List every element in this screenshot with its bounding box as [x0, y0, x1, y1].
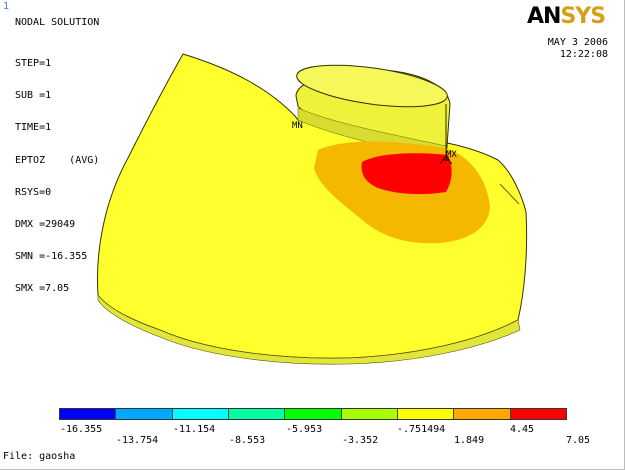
legend-band-6 — [341, 409, 398, 419]
legend-label-lower-4: 1.849 — [454, 435, 485, 446]
legend-band-5 — [285, 409, 342, 419]
info-smx: SMX =7.05 — [15, 283, 70, 295]
file-name-label: File: gaosha — [3, 451, 76, 462]
min-node-label: MN — [292, 121, 303, 131]
legend-band-4 — [228, 409, 286, 419]
legend-label-upper-4: -.751494 — [397, 424, 446, 435]
info-dmx: DMX =29049 — [15, 218, 76, 230]
ansys-logo: ANSYS — [527, 4, 606, 29]
date-text: MAY 3 2006 — [547, 37, 608, 48]
info-substep: SUB =1 — [15, 90, 52, 102]
legend-label-upper-5: 4.45 — [510, 424, 535, 435]
time-text: 12:22:08 — [559, 49, 608, 60]
legend-band-9 — [510, 409, 566, 419]
legend-label-upper-3: -5.953 — [286, 424, 323, 435]
info-smn: SMN =-16.355 — [15, 251, 88, 263]
cylinder-top — [296, 64, 448, 108]
plot-title: NODAL SOLUTION — [15, 17, 100, 28]
legend-label-lower-1: -13.754 — [116, 435, 159, 446]
legend-label-lower-3: -3.352 — [342, 435, 379, 446]
info-time: TIME=1 — [15, 122, 52, 134]
model-lower-band — [97, 294, 521, 365]
max-node-label: MX — [446, 150, 457, 160]
info-step: STEP=1 — [15, 58, 52, 69]
contour-model[interactable] — [0, 0, 625, 400]
legend-label-upper-1: -16.355 — [60, 424, 103, 435]
contour-red — [361, 153, 452, 195]
legend-band-2 — [116, 409, 173, 419]
legend-label-upper-2: -11.154 — [173, 424, 216, 435]
legend-label-lower-5: 7.05 — [566, 435, 591, 446]
max-marker-icon — [439, 155, 453, 165]
legend-band-7 — [397, 409, 455, 419]
legend-band-1 — [60, 409, 117, 419]
solution-info: STEP=1 SUB =1 TIME=1 EPTOZ (AVG) RSYS=0 … — [15, 38, 99, 317]
timestamp: MAY 3 2006 12:22:08 — [548, 37, 608, 61]
legend-label-lower-2: -8.553 — [229, 435, 266, 446]
window-number: 1 — [3, 1, 10, 12]
info-rsys: RSYS=0 — [15, 186, 52, 198]
legend-band-8 — [454, 409, 511, 419]
legend-band-3 — [172, 409, 229, 419]
contour-legend-bar — [59, 408, 567, 420]
info-item: EPTOZ (AVG) — [15, 154, 100, 166]
